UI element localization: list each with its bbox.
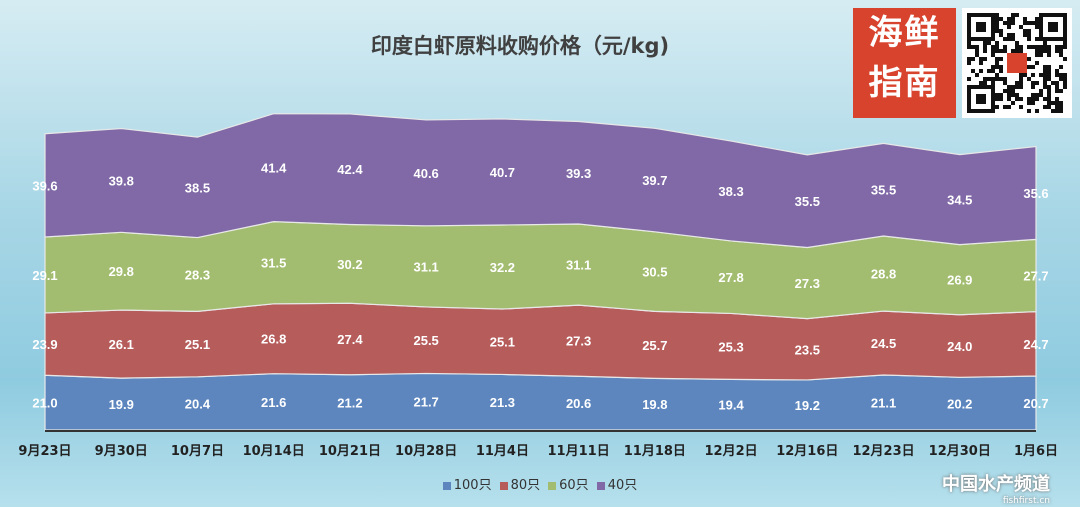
data-label: 27.3 xyxy=(795,276,820,291)
legend-label: 100只 xyxy=(453,478,492,493)
legend-item: 40只 xyxy=(596,474,638,493)
data-label: 35.5 xyxy=(795,194,820,209)
data-label: 25.1 xyxy=(490,335,515,350)
x-tick-label: 9月30日 xyxy=(95,444,148,459)
legend-label: 80只 xyxy=(510,478,541,493)
data-label: 40.6 xyxy=(413,166,438,181)
data-label: 21.0 xyxy=(32,396,57,411)
data-label: 29.8 xyxy=(109,264,134,279)
x-tick-label: 1月6日 xyxy=(1014,444,1058,459)
x-tick-label: 12月30日 xyxy=(929,444,991,459)
data-label: 27.8 xyxy=(718,270,743,285)
x-tick-label: 11月18日 xyxy=(624,444,686,459)
data-label: 27.4 xyxy=(337,332,363,347)
data-label: 34.5 xyxy=(947,193,972,208)
data-label: 40.7 xyxy=(490,165,515,180)
data-label: 26.9 xyxy=(947,273,972,288)
data-label: 35.5 xyxy=(871,183,896,198)
legend-label: 60只 xyxy=(559,478,589,493)
data-label: 25.3 xyxy=(718,339,743,354)
data-label: 21.3 xyxy=(490,395,515,410)
data-label: 35.6 xyxy=(1023,186,1048,201)
data-label: 32.2 xyxy=(490,260,515,275)
data-label: 23.9 xyxy=(32,337,57,352)
data-label: 42.4 xyxy=(337,162,363,177)
data-label: 26.8 xyxy=(261,332,286,347)
x-tick-label: 9月23日 xyxy=(18,444,71,459)
data-label: 21.6 xyxy=(261,395,286,410)
data-label: 28.3 xyxy=(185,267,210,282)
data-label: 19.9 xyxy=(109,397,134,412)
data-label: 20.6 xyxy=(566,396,591,411)
data-label: 19.8 xyxy=(642,397,667,412)
x-tick-label: 10月21日 xyxy=(319,444,381,459)
data-label: 25.7 xyxy=(642,338,667,353)
data-label: 30.5 xyxy=(642,265,667,280)
data-label: 39.8 xyxy=(109,173,134,188)
data-label: 21.7 xyxy=(413,395,438,410)
legend-swatch xyxy=(499,481,508,490)
logo: 海鲜 指南 xyxy=(853,8,956,118)
data-label: 25.5 xyxy=(413,333,438,348)
data-label: 21.1 xyxy=(871,395,896,410)
x-tick-label: 12月16日 xyxy=(776,444,838,459)
data-label: 30.2 xyxy=(337,257,362,272)
data-label: 20.4 xyxy=(185,396,211,411)
qr-code xyxy=(962,8,1072,118)
data-label: 24.7 xyxy=(1023,337,1048,352)
legend-item: 100只 xyxy=(442,474,492,493)
data-label: 25.1 xyxy=(185,337,210,352)
x-tick-label: 12月23日 xyxy=(852,444,914,459)
x-tick-label: 11月11日 xyxy=(548,444,610,459)
data-label: 24.0 xyxy=(947,339,972,354)
data-label: 23.5 xyxy=(795,342,820,357)
data-label: 19.4 xyxy=(718,398,744,413)
data-label: 39.6 xyxy=(32,178,57,193)
data-label: 38.5 xyxy=(185,180,210,195)
data-label: 29.1 xyxy=(32,268,57,283)
watermark: 中国水产频道 fishfirst.cn xyxy=(942,470,1050,506)
x-tick-label: 12月2日 xyxy=(705,444,758,459)
legend-swatch xyxy=(442,481,451,490)
x-tick-label: 10月7日 xyxy=(171,444,224,459)
legend-swatch xyxy=(548,481,557,490)
data-label: 26.1 xyxy=(109,337,134,352)
legend-swatch xyxy=(596,481,605,490)
data-label: 19.2 xyxy=(795,398,820,413)
data-label: 20.2 xyxy=(947,397,972,412)
data-label: 38.3 xyxy=(718,184,743,199)
data-label: 31.5 xyxy=(261,256,286,271)
data-label: 39.3 xyxy=(566,166,591,181)
watermark-site: fishfirst.cn xyxy=(1002,496,1050,506)
chart-title: 印度白虾原料收购价格（元/kg) xyxy=(370,34,670,58)
watermark-name: 中国水产频道 xyxy=(942,474,1050,495)
data-label: 31.1 xyxy=(413,259,438,274)
data-label: 28.8 xyxy=(871,267,896,282)
x-tick-label: 11月4日 xyxy=(476,444,529,459)
data-label: 39.7 xyxy=(642,173,667,188)
data-label: 41.4 xyxy=(261,161,287,176)
legend: 100只 80只 60只 40只 xyxy=(0,474,1080,493)
data-label: 20.7 xyxy=(1023,396,1048,411)
data-label: 24.5 xyxy=(871,336,896,351)
legend-item: 60只 xyxy=(548,474,589,493)
data-label: 27.7 xyxy=(1023,268,1048,283)
area-40只 xyxy=(44,113,1037,249)
legend-item: 80只 xyxy=(499,474,541,493)
legend-label: 40只 xyxy=(607,478,638,493)
data-label: 27.3 xyxy=(566,334,591,349)
data-label: 21.2 xyxy=(337,395,362,410)
data-label: 31.1 xyxy=(566,258,591,273)
x-tick-label: 10月28日 xyxy=(395,444,457,459)
x-tick-label: 10月14日 xyxy=(243,444,305,459)
